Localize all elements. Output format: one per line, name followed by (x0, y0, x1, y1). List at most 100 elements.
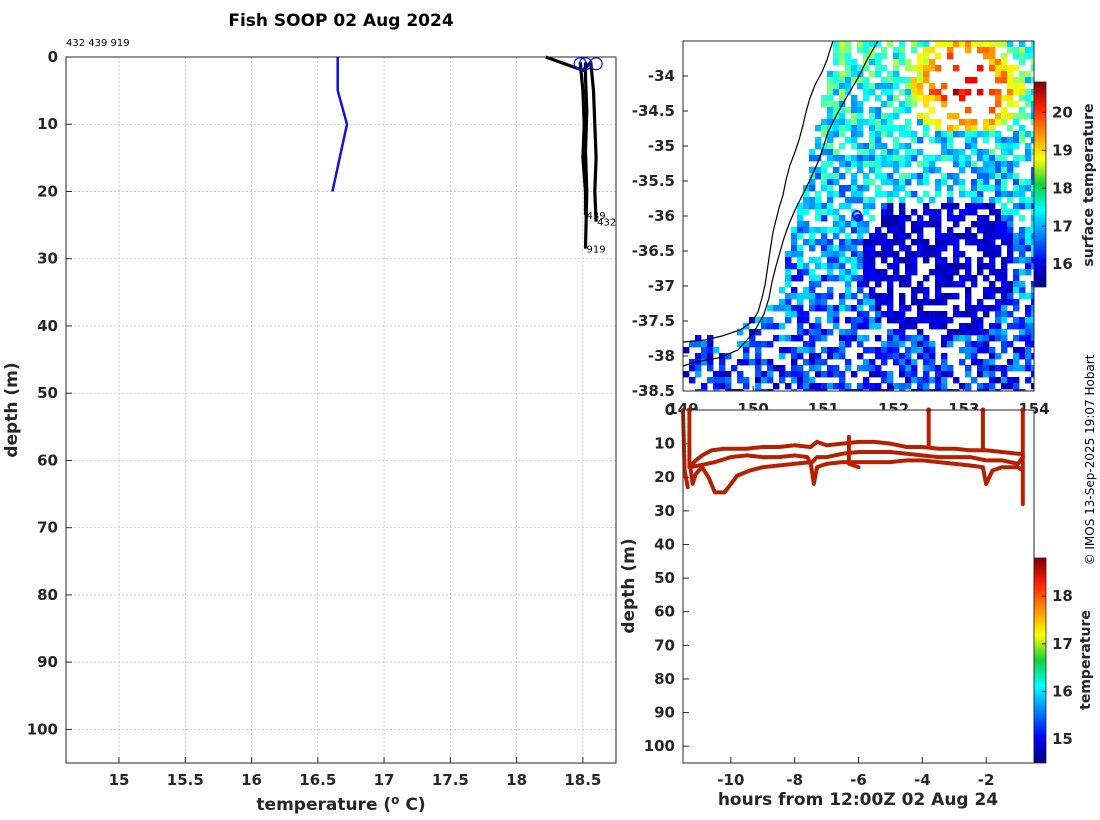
profile-ytick-label-0: 0 (48, 48, 58, 66)
sst-cell (875, 305, 882, 312)
sst-cell (851, 71, 858, 78)
sst-cell (935, 269, 942, 276)
sst-cell (881, 371, 888, 378)
sst-cell (1001, 53, 1008, 60)
sst-cell (857, 167, 864, 174)
sst-cell (893, 359, 900, 366)
sst-cell (815, 353, 822, 360)
sst-cell (827, 107, 834, 114)
sst-cell (1007, 83, 1014, 90)
sst-cell (1019, 239, 1026, 246)
sst-cell (905, 119, 912, 126)
sst-cell (899, 59, 906, 66)
sst-cell (713, 371, 720, 378)
track-segment-0 (687, 408, 1025, 470)
sst-cell (893, 95, 900, 102)
sst-cell (989, 203, 996, 210)
sst-cell (1007, 137, 1014, 144)
sst-cell (827, 305, 834, 312)
sst-cell (797, 299, 804, 306)
sst-cell (887, 239, 894, 246)
sst-cell (773, 335, 780, 342)
sst-cell (989, 269, 996, 276)
sst-cell (737, 341, 744, 348)
sst-cell (941, 239, 948, 246)
sst-cell (1013, 287, 1020, 294)
sst-cell (1031, 215, 1034, 222)
profile-ytick-label-3: 30 (37, 250, 58, 268)
sst-cell (791, 263, 798, 270)
sst-cell (797, 293, 804, 300)
sst-cell (833, 107, 840, 114)
sst-cell (911, 293, 918, 300)
sst-cell (1031, 167, 1034, 174)
sst-cell (983, 287, 990, 294)
sst-cell (923, 155, 930, 162)
surface-temperature-map: -34-34.5-35-35.5-36-36.5-37-37.5-38-38.5… (632, 40, 1097, 418)
sst-cell (827, 149, 834, 156)
sst-cell (1013, 119, 1020, 126)
sst-cell (863, 269, 870, 276)
sst-cell (1031, 317, 1034, 324)
sst-cell (899, 185, 906, 192)
sst-cell (1007, 95, 1014, 102)
sst-cell (851, 161, 858, 168)
sst-cell (797, 215, 804, 222)
sst-cell (935, 299, 942, 306)
sst-cell (947, 53, 954, 60)
sst-cell (863, 389, 870, 391)
sst-cell (809, 155, 816, 162)
sst-cell (875, 173, 882, 180)
sst-cell (893, 347, 900, 354)
sst-cell (935, 131, 942, 138)
sst-cell (983, 365, 990, 372)
vessel-marker-2 (854, 214, 862, 222)
sst-cell (845, 197, 852, 204)
sst-cell (893, 353, 900, 360)
sst-cell (833, 77, 840, 84)
sst-cell (959, 329, 966, 336)
sst-cell (1031, 311, 1034, 318)
profile-ticks: 15 15.5 16 16.5 17 17.5 18 18.50102030405060708… (27, 48, 602, 789)
sst-cell (989, 227, 996, 234)
sst-cell (713, 377, 720, 384)
sst-cell (989, 173, 996, 180)
sst-cell (983, 215, 990, 222)
dt-xtick-label-0: -10 (717, 771, 744, 789)
sst-cell (1007, 365, 1014, 372)
sst-cell (911, 131, 918, 138)
sst-cell (923, 341, 930, 348)
sst-cell (995, 179, 1002, 186)
sst-cell (983, 125, 990, 132)
sst-cell (779, 299, 786, 306)
sst-cell (971, 239, 978, 246)
sst-cell (881, 143, 888, 150)
sst-cell (827, 101, 834, 108)
sst-cell (1031, 47, 1034, 54)
sst-cell (971, 143, 978, 150)
sst-cell (869, 179, 876, 186)
sst-cell (881, 239, 888, 246)
sst-cell (803, 203, 810, 210)
sst-cell (899, 233, 906, 240)
sst-cell (983, 275, 990, 282)
sst-cell (971, 377, 978, 384)
sst-cell (953, 305, 960, 312)
sst-cell (839, 245, 846, 252)
sst-cell (875, 293, 882, 300)
sst-cell (905, 125, 912, 132)
sst-cell (1031, 185, 1034, 192)
sst-cell (911, 227, 918, 234)
sst-cell (857, 365, 864, 372)
sst-cell (851, 179, 858, 186)
sst-cell (869, 359, 876, 366)
sst-cell (1019, 191, 1026, 198)
sst-cell (851, 251, 858, 258)
sst-cell (1001, 173, 1008, 180)
sst-cell (1025, 335, 1032, 342)
sst-cell (911, 251, 918, 258)
sst-cell (911, 257, 918, 264)
sst-cell (863, 53, 870, 60)
sst-cell (935, 221, 942, 228)
sst-cell (911, 263, 918, 270)
